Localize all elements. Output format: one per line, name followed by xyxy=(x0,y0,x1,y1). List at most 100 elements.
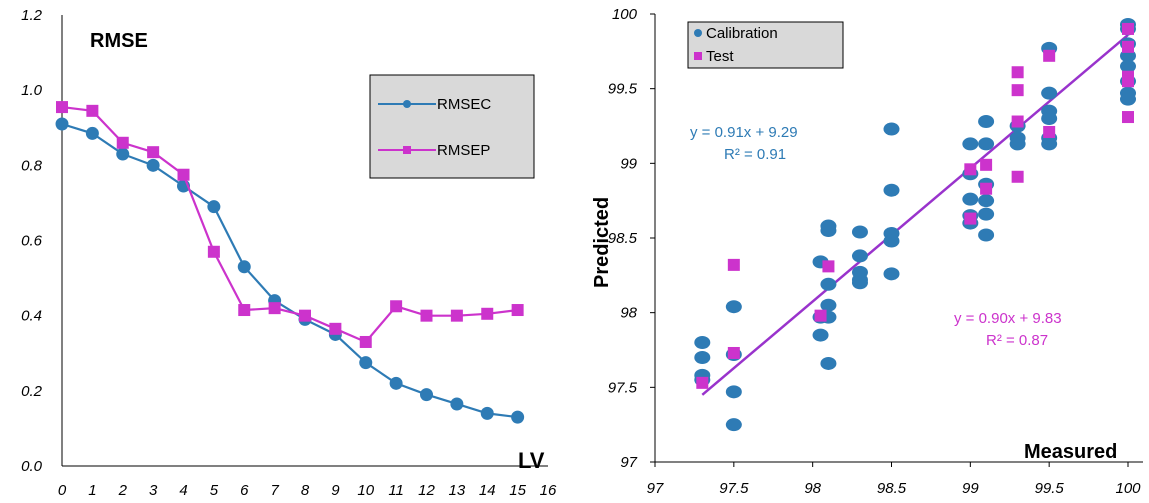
calibration-point xyxy=(851,249,868,263)
rmsec-point xyxy=(450,397,464,411)
right-legend: Calibration Test xyxy=(687,21,844,69)
test-point xyxy=(964,163,977,176)
calibration-point xyxy=(978,207,995,221)
rmsep-point xyxy=(56,101,68,114)
left-x-tick-label: 14 xyxy=(479,482,496,499)
rmsep-point xyxy=(299,309,311,322)
fit-line xyxy=(701,33,1129,396)
right-y-tick-label: 98 xyxy=(620,305,637,322)
test-point xyxy=(727,258,740,271)
rmsep-point xyxy=(268,302,281,315)
right-x-tick-label: 97.5 xyxy=(719,480,749,497)
rmsec-legend-label: RMSEC xyxy=(437,96,491,113)
right-x-tick-label: 97 xyxy=(647,480,664,497)
rmsec-point xyxy=(420,388,433,402)
rmsep-point xyxy=(116,136,129,149)
calibration-point xyxy=(1041,137,1058,151)
rmsep-point xyxy=(420,309,433,322)
test-point xyxy=(1122,111,1134,124)
left-y-tick-label: 0.8 xyxy=(21,157,43,174)
calibration-r2: R² = 0.91 xyxy=(724,146,786,163)
test-point xyxy=(1122,40,1134,53)
test-point xyxy=(814,309,827,322)
left-x-tick-label: 5 xyxy=(210,482,219,499)
left-x-tick-label: 7 xyxy=(270,482,279,499)
left-x-tick-label: 13 xyxy=(449,482,466,499)
calibration-legend-label: Calibration xyxy=(706,25,778,42)
rmsep-point xyxy=(359,335,372,348)
rmsec-legend-marker xyxy=(403,100,411,108)
right-y-axis-label: Predicted xyxy=(591,197,613,288)
right-x-tick-label: 99 xyxy=(962,480,979,497)
calibration-point xyxy=(725,385,742,399)
rmsec-point xyxy=(146,158,160,172)
right-legend-box xyxy=(687,21,844,69)
test-point xyxy=(1122,22,1134,35)
calibration-point xyxy=(962,137,979,151)
test-legend-marker xyxy=(694,52,702,60)
left-x-tick-label: 3 xyxy=(149,482,158,499)
left-x-tick-label: 12 xyxy=(418,482,435,499)
right-x-tick-label: 98 xyxy=(804,480,821,497)
left-x-tick-label: 10 xyxy=(357,482,374,499)
left-y-tick-label: 1.0 xyxy=(21,82,43,99)
left-y-tick-label: 0.0 xyxy=(21,458,43,475)
rmsep-point xyxy=(450,309,463,322)
test-point xyxy=(696,376,709,389)
calibration-point xyxy=(883,183,900,197)
test-point xyxy=(727,346,740,359)
rmsep-point xyxy=(511,304,524,317)
left-legend-box xyxy=(369,74,535,179)
calibration-legend-marker xyxy=(694,29,702,37)
calibration-point xyxy=(725,418,742,432)
test-point xyxy=(1043,125,1056,138)
left-y-tick-label: 0.6 xyxy=(21,233,43,250)
rmsep-point xyxy=(329,322,342,335)
right-y-tick-label: 98.5 xyxy=(608,230,638,247)
test-point xyxy=(1011,66,1024,79)
prediction-chart: 97 97.5 98 98.5 99 99.5 100 97 97.5 98 98.5 99 99.5… xyxy=(591,6,1143,497)
left-x-tick-label: 16 xyxy=(540,482,557,499)
calibration-point xyxy=(694,336,711,350)
calibration-point xyxy=(1009,137,1026,151)
left-x-tick-label: 8 xyxy=(301,482,310,499)
rmsep-point xyxy=(86,104,99,117)
rmsec-point xyxy=(116,147,130,161)
rmsec-point xyxy=(55,117,69,131)
test-point xyxy=(822,260,835,273)
left-x-tick-label: 4 xyxy=(179,482,187,499)
left-x-tick-label: 0 xyxy=(58,482,67,499)
left-legend: RMSEC RMSEP xyxy=(369,74,535,179)
calibration-equation: y = 0.91x + 9.29 xyxy=(690,124,798,141)
test-point xyxy=(980,158,993,171)
rmsec-point xyxy=(237,260,251,274)
left-y-tick-label: 0.4 xyxy=(21,308,42,325)
test-point xyxy=(1011,115,1024,128)
rmsec-point xyxy=(511,410,525,424)
calibration-point xyxy=(978,194,995,208)
left-x-tick-label: 6 xyxy=(240,482,249,499)
calibration-point xyxy=(883,122,900,136)
right-x-tick-label: 98.5 xyxy=(877,480,907,497)
calibration-point xyxy=(851,225,868,239)
test-point xyxy=(1043,49,1056,62)
calibration-point xyxy=(962,192,979,206)
test-legend-label: Test xyxy=(706,48,734,65)
calibration-point xyxy=(978,137,995,151)
rmsep-point xyxy=(390,300,403,313)
calibration-point xyxy=(812,328,829,342)
calibration-point xyxy=(820,224,837,238)
left-x-tick-label: 9 xyxy=(331,482,340,499)
right-y-tick-label: 100 xyxy=(612,6,638,23)
left-x-axis-label: LV xyxy=(518,448,545,473)
calibration-point xyxy=(978,115,995,129)
left-x-tick-label: 11 xyxy=(388,482,404,499)
right-y-tick-label: 99 xyxy=(620,155,637,172)
calibration-point xyxy=(883,267,900,281)
left-y-tick-label: 0.2 xyxy=(21,383,43,400)
rmsep-legend-marker xyxy=(403,146,411,154)
test-point xyxy=(1011,170,1024,183)
rmsep-legend-label: RMSEP xyxy=(437,142,490,159)
test-point xyxy=(1122,75,1134,88)
